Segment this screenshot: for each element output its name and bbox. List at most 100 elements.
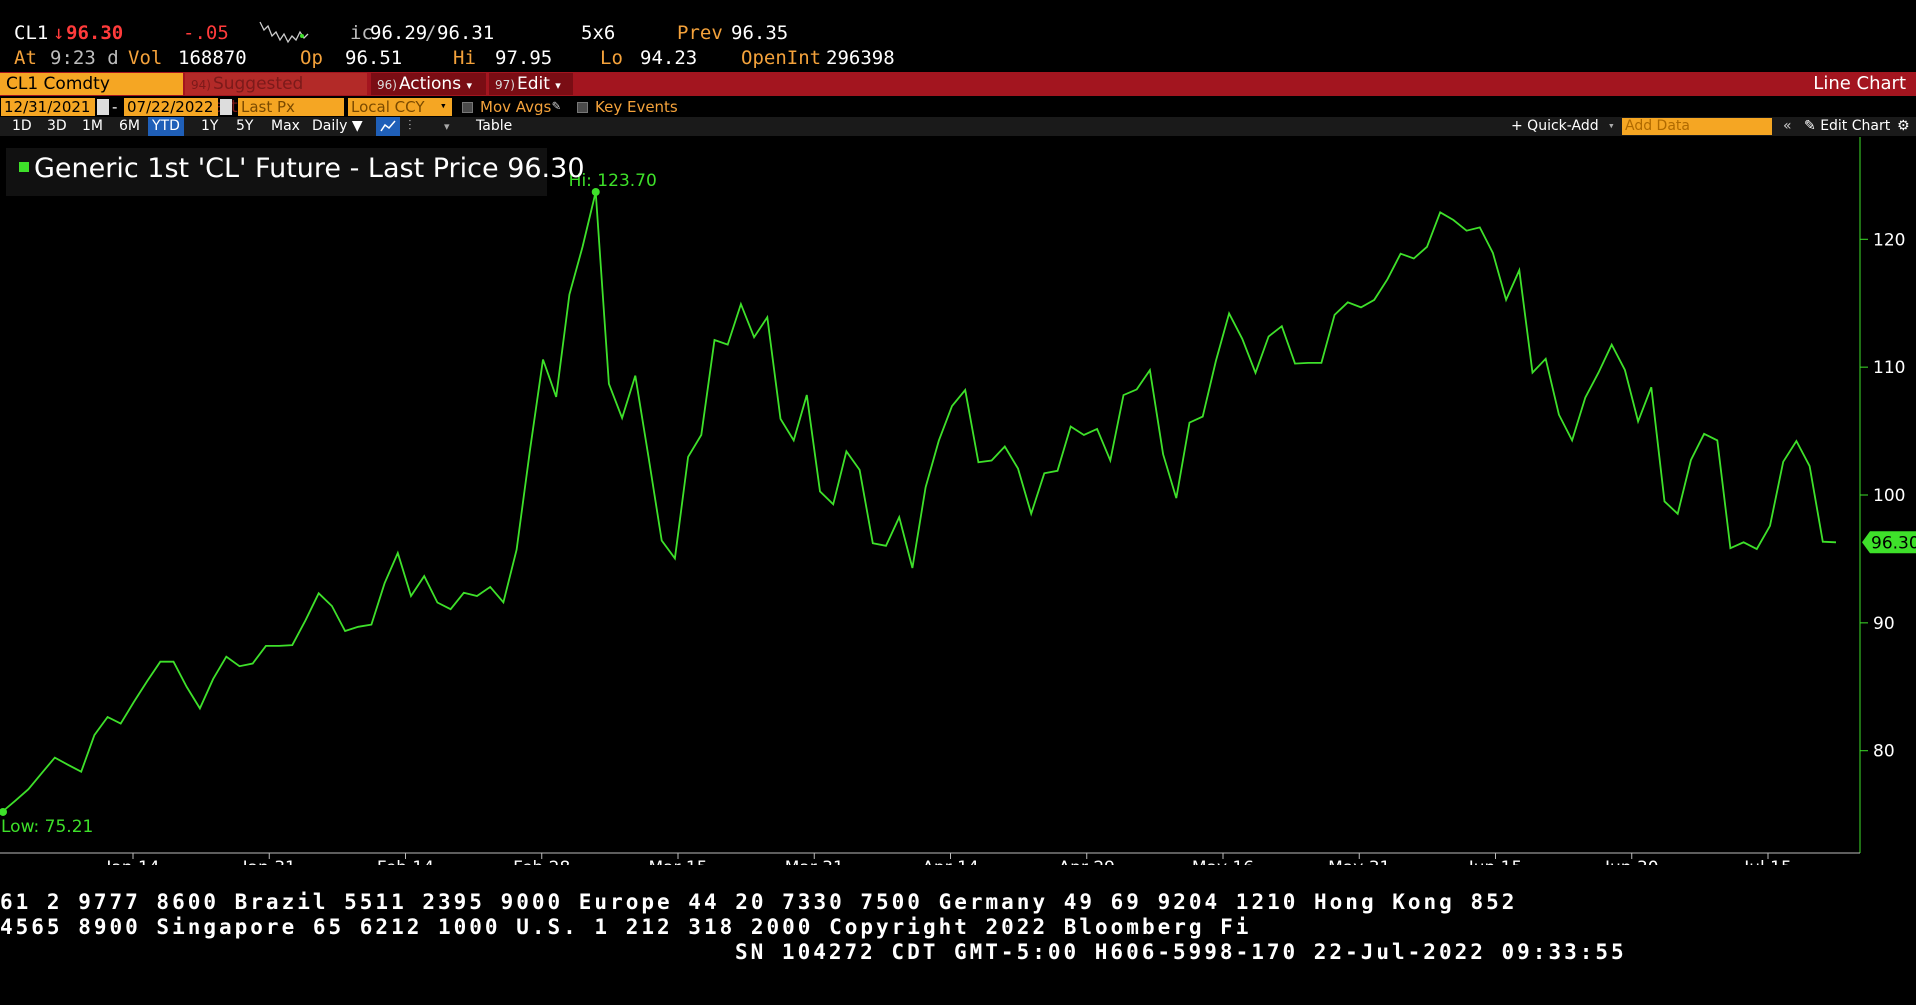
actions-label: Actions [398,74,462,94]
period-1m-button[interactable]: 1M [82,118,103,134]
end-date-field[interactable]: 07/22/2022 [124,98,218,116]
bid-ask-separator: / [425,22,437,44]
caret-down-icon: ▾ [1608,119,1615,132]
y-tick-label-2: 100 [1873,486,1905,506]
openint-value: 296398 [826,47,895,69]
down-arrow-icon: ↓ [53,22,65,44]
period-5y-button[interactable]: 5Y [236,118,254,134]
x-tick-label-1: Jan 31 [242,858,296,865]
edit-chart-button[interactable]: ✎ Edit Chart [1800,117,1894,136]
add-data-input[interactable]: Add Data [1622,118,1772,135]
at-time: 9:23 d [50,47,119,69]
y-tick-label-3: 110 [1873,358,1905,378]
mov-avgs-label: Mov Avgs [480,98,552,116]
last-price: 96.30 [66,22,124,44]
table-button[interactable]: Table [476,118,513,134]
legend-last-value: 96.30 [507,153,585,184]
collapse-icon[interactable]: « [1783,118,1792,134]
x-tick-label-10: Jun 15 [1468,858,1523,865]
low-point-marker [0,807,7,816]
bar-chart-icon[interactable]: ⫶ [408,118,412,134]
x-tick-label-6: Apr 14 [922,858,978,865]
chart-type-label: Line Chart [1813,73,1906,94]
prev-label: Prev [677,22,723,44]
security-field[interactable]: CL1 Comdty [0,73,183,95]
at-label: At [14,47,37,69]
x-tick-label-11: Jun 30 [1604,858,1659,865]
prev-value: 96.35 [731,22,789,44]
period-toolbar [0,117,1916,136]
session-info: SN 104272 CDT GMT-5:00 H606-5998-170 22-… [735,940,1627,964]
suggested-charts-button[interactable]: 94) Suggested Charts [185,73,367,117]
key-events-label: Key Events [595,98,678,116]
line-chart-icon[interactable] [376,117,400,136]
suggested-number: 94) [191,78,211,92]
date-range-dash: - [112,98,118,116]
currency-dropdown[interactable]: Local CCY [348,98,452,116]
quick-add-button[interactable]: + Quick-Add [1511,118,1599,134]
legend-text: Generic 1st 'CL' Future - Last Price 96.… [34,152,585,186]
bid-ask-size: 5x6 [581,22,616,44]
bid-ask-prefix: ic [350,22,373,44]
caret-down-icon: ▾ [555,79,561,92]
edit-chart-label: Edit Chart [1820,118,1891,134]
chart-legend[interactable] [6,148,547,196]
y-tick-label-4: 120 [1873,230,1905,250]
x-tick-label-7: Apr 29 [1059,858,1115,865]
low-label: Low: 75.21 [1,817,93,837]
low-value: 94.23 [640,47,698,69]
vol-value: 168870 [178,47,247,69]
x-tick-label-3: Feb 28 [513,858,570,865]
high-label: Hi: 123.70 [569,171,657,191]
y-tick-label-1: 90 [1873,614,1895,634]
period-1y-button[interactable]: 1Y [201,118,219,134]
price-chart[interactable]: 80 90 100 110 120 Jan 14 Jan 31 Feb 14 Feb 28 Ma… [0,137,1916,865]
low-label: Lo [600,47,623,69]
price-series-line [1,191,1837,813]
pencil-icon[interactable]: ✎ [552,98,561,114]
pencil-icon: ✎ [1804,118,1816,134]
frequency-label: Daily [312,118,348,134]
period-3d-button[interactable]: 3D [47,118,67,134]
key-events-checkbox[interactable] [577,102,588,113]
period-ytd-button[interactable]: YTD [148,117,184,136]
period-1d-button[interactable]: 1D [12,118,32,134]
high-label: Hi [453,47,476,69]
x-tick-label-9: May 31 [1328,858,1390,865]
actions-number: 96) [377,78,397,92]
x-tick-label-4: Mar 15 [648,858,707,865]
edit-menu-button[interactable]: 97) Edit ▾ [489,73,573,95]
actions-menu-button[interactable]: 96) Actions ▾ [371,73,486,95]
ticker: CL1 [14,22,49,44]
period-max-button[interactable]: Max [271,118,300,134]
contact-line-2: 4565 8900 Singapore 65 6212 1000 U.S. 1 … [0,915,1252,939]
legend-swatch [19,162,29,172]
gear-icon[interactable]: ⚙ [1897,118,1910,134]
x-tick-label-0: Jan 14 [105,858,159,865]
vol-label: Vol [128,47,163,69]
caret-down-icon: ▾ [466,79,472,92]
calendar-icon[interactable] [220,99,232,115]
contact-line-1: 61 2 9777 8600 Brazil 5511 2395 9000 Eur… [0,890,1518,914]
high-value: 97.95 [495,47,553,69]
price-field-dropdown[interactable]: Last Px [238,98,344,116]
edit-label: Edit [516,74,550,94]
caret-down-icon: ▼ [351,118,363,134]
last-price-tag-label: 96.30 [1871,533,1916,553]
sparkline-icon [259,21,309,44]
x-tick-label-12: Jul 15 [1743,858,1792,865]
x-tick-label-5: Mar 31 [785,858,844,865]
x-tick-label-8: May 16 [1192,858,1254,865]
y-tick-label-0: 80 [1873,742,1895,762]
mov-avgs-checkbox[interactable] [462,102,473,113]
bid-price: 96.29 [370,22,428,44]
open-value: 96.51 [345,47,403,69]
frequency-dropdown[interactable]: Daily ▼ [308,117,367,136]
ask-price: 96.31 [437,22,495,44]
caret-down-icon: ▾ [440,99,447,112]
caret-down-icon[interactable]: ▾ [444,120,450,133]
calendar-icon[interactable] [97,99,109,115]
period-6m-button[interactable]: 6M [119,118,140,134]
openint-label: OpenInt [741,47,822,69]
start-date-field[interactable]: 12/31/2021 [1,98,95,116]
